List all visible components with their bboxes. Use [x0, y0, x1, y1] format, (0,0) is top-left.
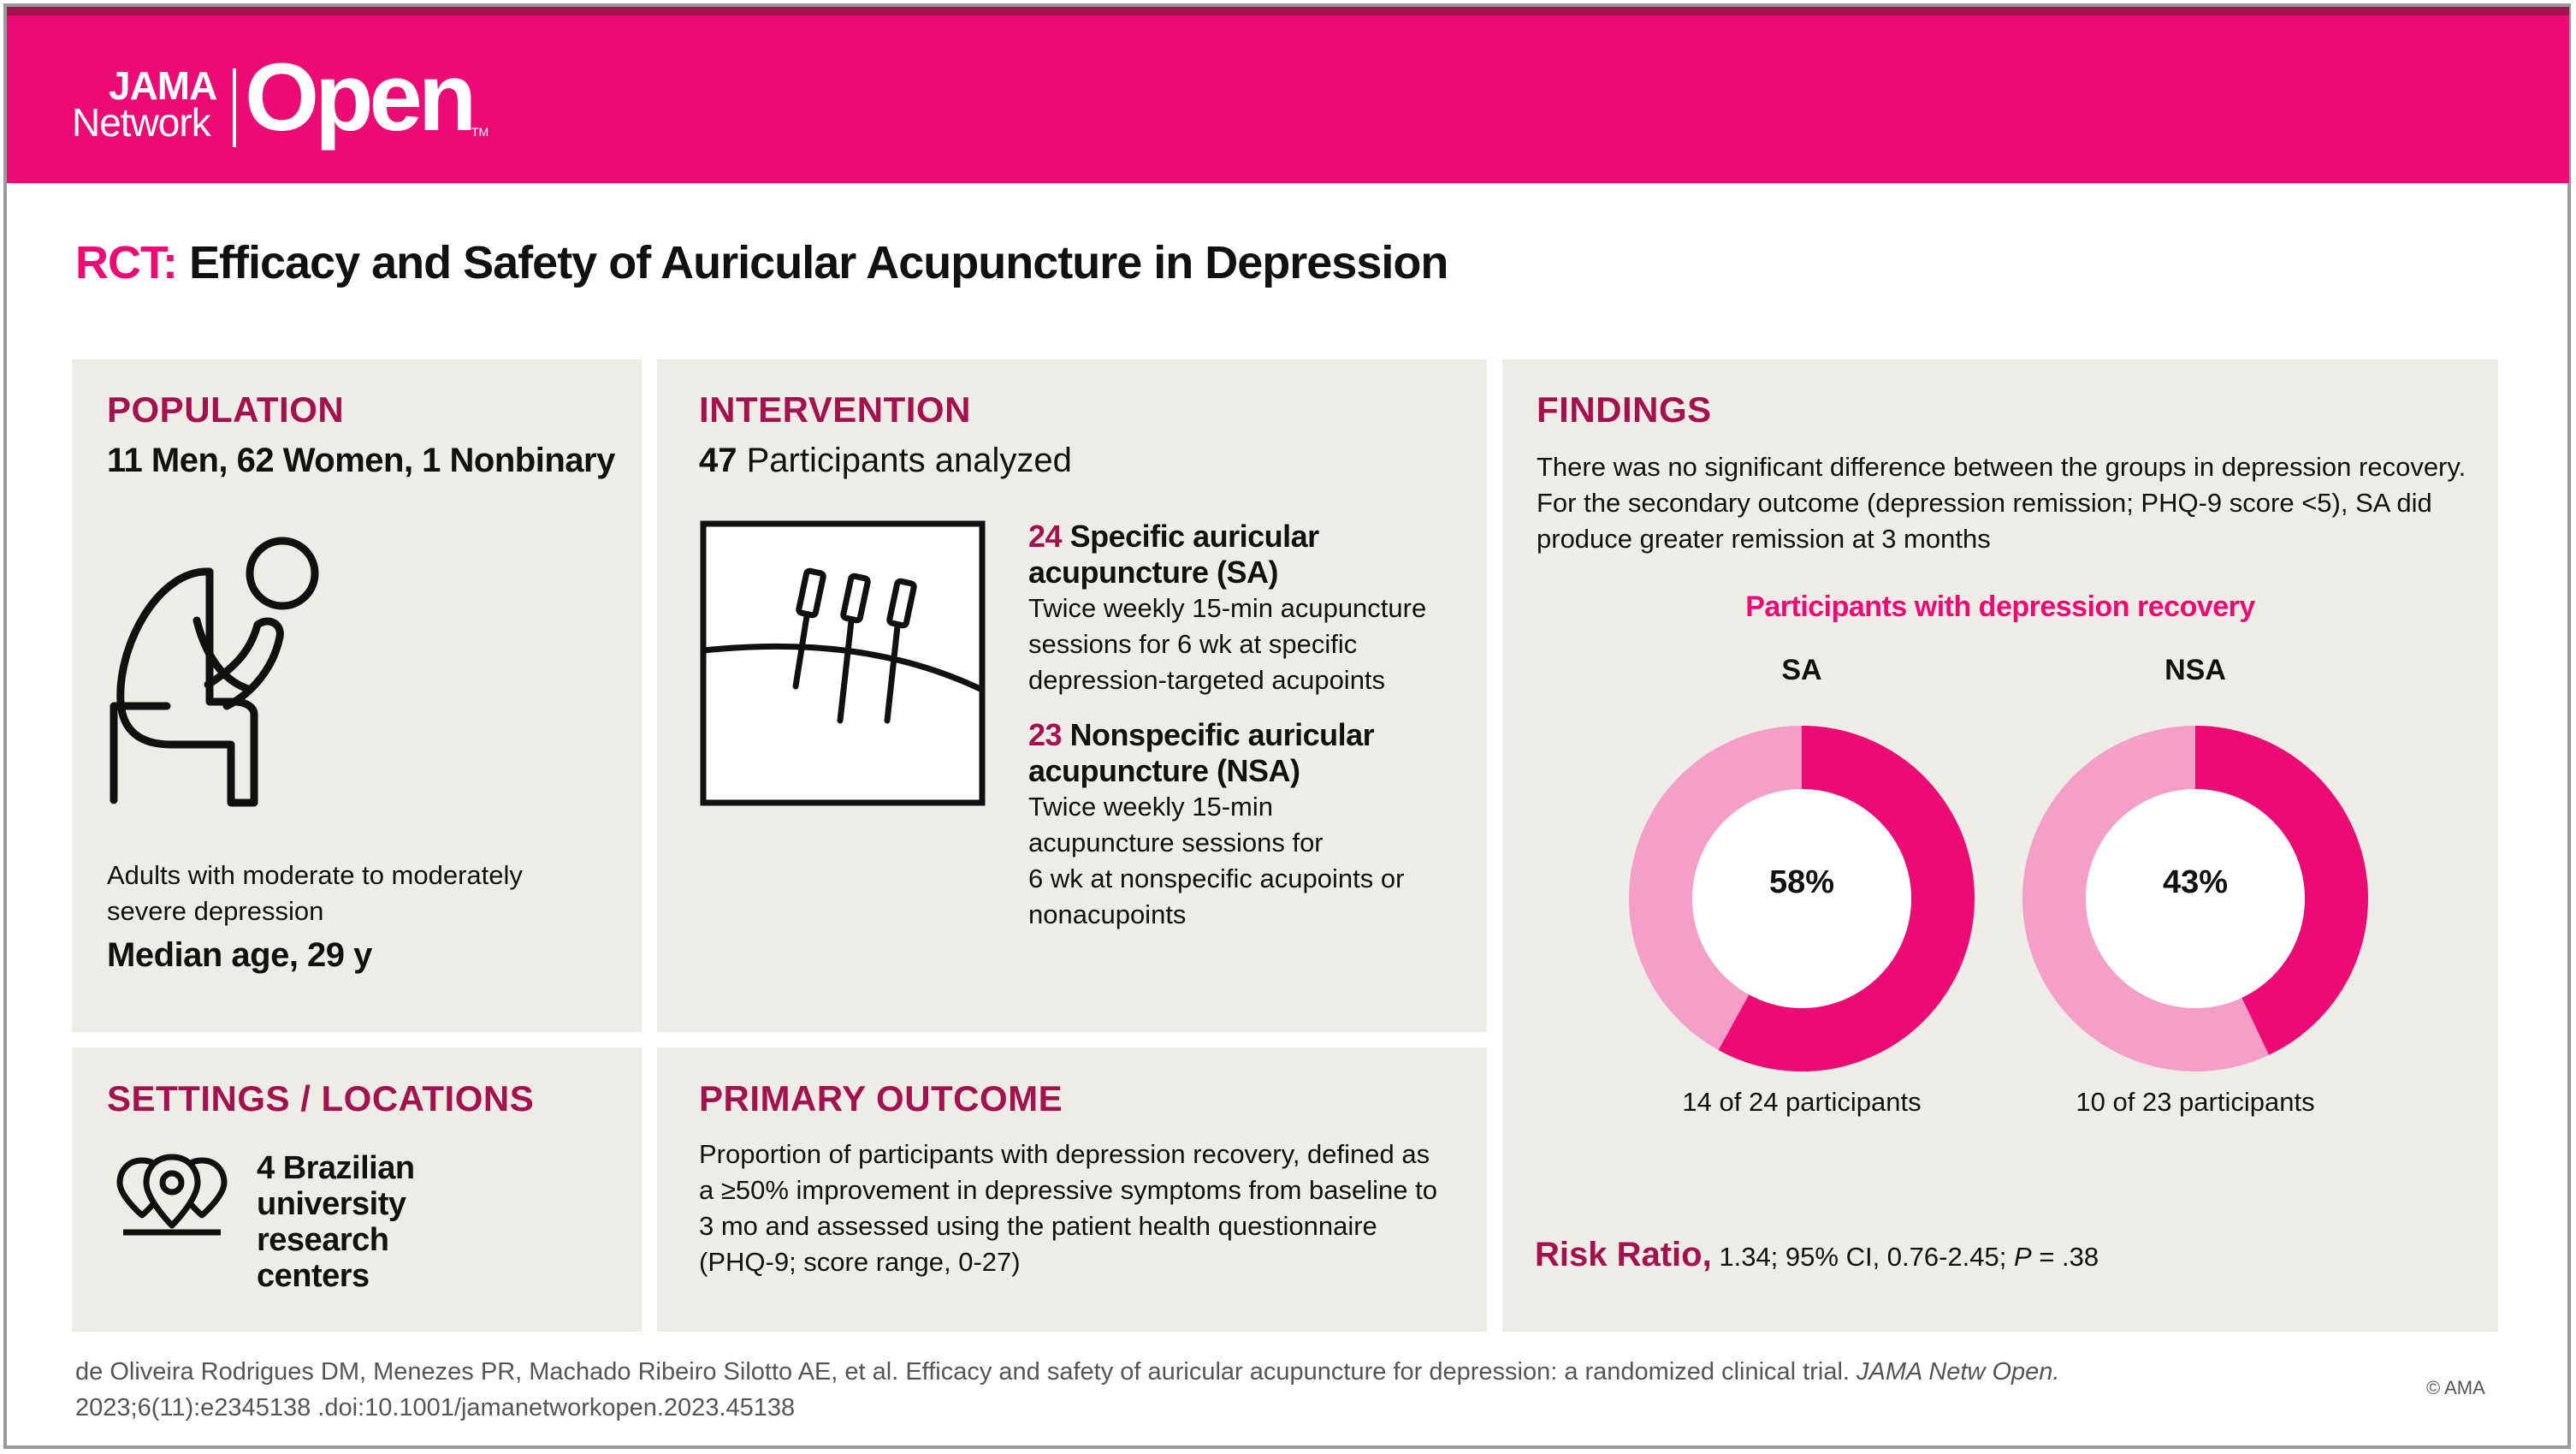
population-panel: [72, 359, 642, 1032]
donut-charts: [1629, 726, 2368, 1071]
logo-trademark: TM: [471, 125, 489, 139]
population-desc-line1: Adults with moderate to moderately: [107, 860, 523, 890]
nsa-desc-line3: 6 wk at nonspecific acupoints or: [1028, 863, 1405, 893]
outcome-line3: 3 mo and assessed using the patient heal…: [699, 1211, 1377, 1241]
risk-ratio-values: 1.34; 95% CI, 0.76-2.45;: [1719, 1242, 2015, 1272]
nsa-title-line1: Nonspecific auricular: [1069, 717, 1375, 752]
title-text: Efficacy and Safety of Auricular Acupunc…: [189, 237, 1448, 288]
donut-chart-sa: [1629, 726, 1975, 1071]
settings-line1: 4 Brazilian: [257, 1150, 415, 1186]
findings-line2: For the secondary outcome (depression re…: [1537, 488, 2432, 518]
risk-ratio: Risk Ratio, 1.34; 95% CI, 0.76-2.45; P =…: [1535, 1236, 2099, 1274]
findings-heading: FINDINGS: [1537, 389, 1712, 430]
settings-heading: SETTINGS / LOCATIONS: [107, 1078, 535, 1119]
population-description: Adults with moderate to moderately sever…: [107, 858, 523, 929]
settings-line4: centers: [257, 1258, 370, 1294]
findings-line3: produce greater remission at 3 months: [1537, 524, 1991, 554]
donut-slice-nsa: [2194, 726, 2368, 1055]
intervention-count: 47 Participants analyzed: [699, 442, 1072, 480]
findings-line1: There was no significant difference betw…: [1537, 452, 2466, 482]
page-title: RCT: Efficacy and Safety of Auricular Ac…: [75, 236, 1448, 289]
primary-outcome-heading: PRIMARY OUTCOME: [699, 1078, 1063, 1119]
median-age: Median age, 29 y: [107, 936, 372, 974]
donut-sa-name: SA: [1781, 654, 1822, 686]
citation-line2: 2023;6(11):e2345138 .doi:10.1001/jamanet…: [75, 1394, 796, 1421]
header-bar: [7, 15, 2569, 183]
participants-count: 47: [699, 442, 737, 479]
nsa-desc-line4: nonacupoints: [1028, 899, 1187, 929]
findings-text: There was no significant difference betw…: [1537, 449, 2478, 557]
donut-nsa-name: NSA: [2164, 654, 2226, 686]
population-heading: POPULATION: [107, 389, 345, 430]
sa-title-line1: Specific auricular: [1069, 519, 1320, 554]
participants-label: Participants analyzed: [746, 442, 1072, 479]
donut-hole-nsa: [2086, 789, 2305, 1008]
sa-desc-line3: depression-targeted acupoints: [1028, 665, 1386, 695]
logo-network-text: Network: [72, 100, 211, 145]
settings-line3: research: [257, 1222, 389, 1258]
outcome-line4: (PHQ-9; score range, 0-27): [699, 1247, 1021, 1277]
nsa-title-line2: acupuncture (NSA): [1028, 753, 1300, 788]
population-desc-line2: severe depression: [107, 896, 324, 926]
outcome-line2: a ≥50% improvement in depressive symptom…: [699, 1175, 1437, 1205]
risk-ratio-p-value: = .38: [2031, 1242, 2099, 1272]
logo-divider: [233, 68, 236, 147]
citation-line1: de Oliveira Rodrigues DM, Menezes PR, Ma…: [75, 1358, 1850, 1386]
donut-nsa-value: 43%: [2162, 864, 2229, 900]
intervention-heading: INTERVENTION: [699, 389, 971, 430]
risk-ratio-label: Risk Ratio,: [1535, 1236, 1712, 1273]
citation-journal: JAMA Netw Open.: [1856, 1358, 2060, 1386]
sa-desc-line1: Twice weekly 15-min acupuncture: [1028, 593, 1427, 623]
outcome-line1: Proportion of participants with depressi…: [699, 1139, 1430, 1169]
nsa-block: 23 Nonspecific auricular acupuncture (NS…: [1028, 717, 1473, 933]
header-top-strip: [7, 7, 2569, 15]
settings-text: 4 Brazilian university research centers: [257, 1150, 415, 1294]
location-pins-icon: [116, 1154, 228, 1236]
copyright: © AMA: [2426, 1377, 2485, 1398]
logo-jama-text: JAMA: [109, 63, 217, 108]
donut-nsa-caption: 10 of 23 participants: [2076, 1087, 2315, 1117]
seated-depressed-person-icon: [110, 537, 319, 807]
donut-sa-caption: 14 of 24 participants: [1682, 1087, 1922, 1117]
risk-ratio-p: P: [2014, 1242, 2032, 1272]
primary-outcome-text: Proportion of participants with depressi…: [699, 1136, 1469, 1280]
donut-hole-sa: [1692, 789, 1911, 1008]
sa-desc-line2: sessions for 6 wk at specific: [1028, 629, 1358, 659]
sa-title-line2: acupuncture (SA): [1028, 555, 1279, 590]
sa-block: 24 Specific auricular acupuncture (SA) T…: [1028, 519, 1473, 698]
sa-n: 24: [1028, 519, 1063, 554]
population-summary: 11 Men, 62 Women, 1 Nonbinary: [107, 442, 615, 479]
acupuncture-needles-icon: [700, 520, 986, 806]
citation: de Oliveira Rodrigues DM, Menezes PR, Ma…: [75, 1354, 2385, 1426]
donut-slice-sa: [1718, 726, 1975, 1071]
title-prefix: RCT:: [75, 237, 178, 288]
logo-open-text: Open: [245, 44, 477, 151]
chart-title: Participants with depression recovery: [1745, 591, 2255, 623]
nsa-desc-line2: acupuncture sessions for: [1028, 828, 1324, 858]
nsa-desc-line1: Twice weekly 15-min: [1028, 792, 1273, 822]
donut-chart-nsa: [2022, 726, 2368, 1071]
donut-sa-value: 58%: [1768, 864, 1835, 900]
settings-line2: university: [257, 1186, 406, 1222]
nsa-n: 23: [1028, 717, 1063, 752]
primary-outcome-panel: [657, 1047, 1487, 1332]
